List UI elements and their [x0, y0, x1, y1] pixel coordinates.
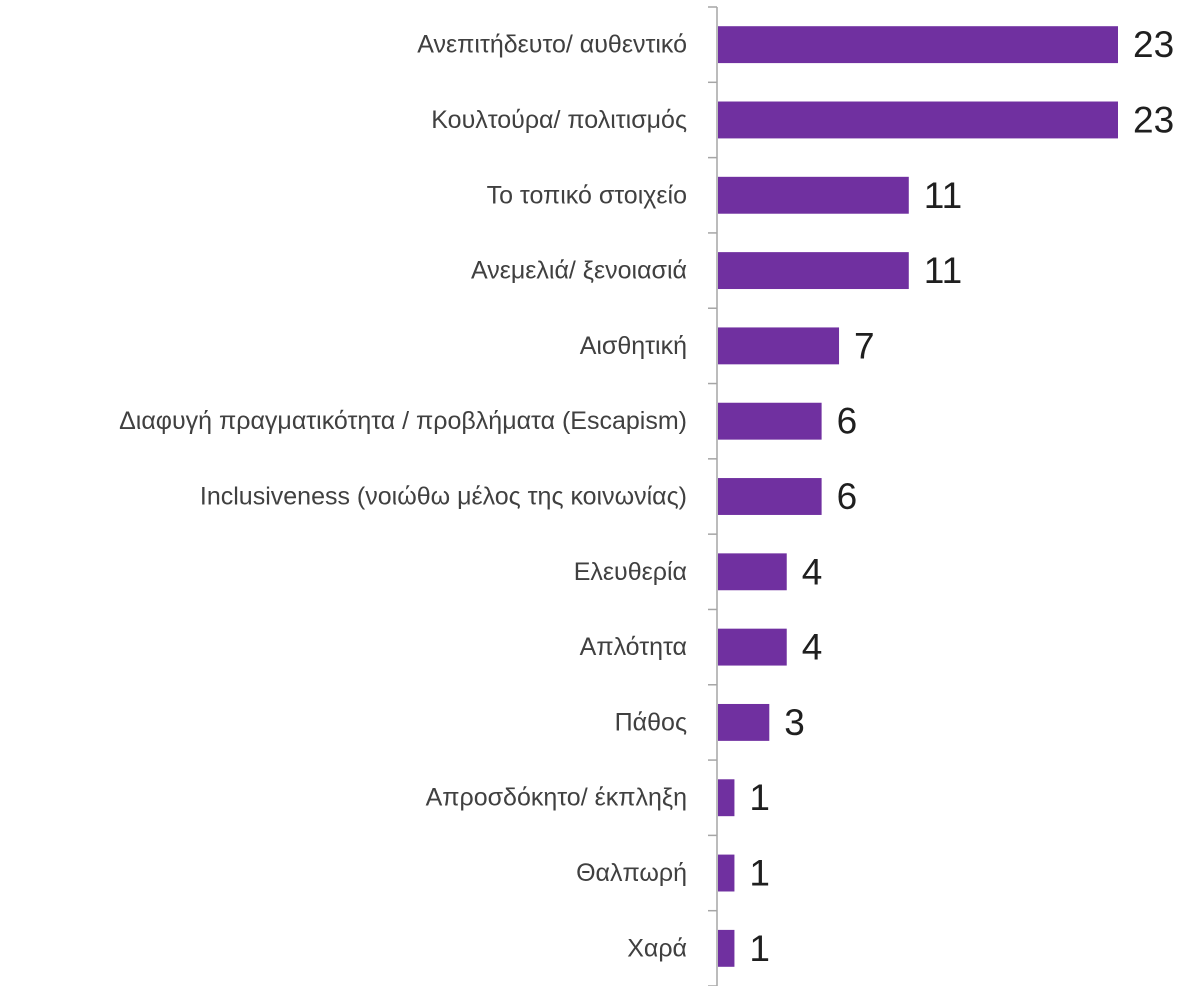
bar [718, 252, 909, 290]
category-label: Πάθος [615, 708, 687, 736]
bar [718, 478, 822, 515]
bar [718, 854, 735, 892]
category-label: Θαλπωρή [576, 859, 687, 887]
value-label: 1 [749, 853, 770, 894]
category-label: Αισθητική [580, 332, 687, 360]
bar [718, 176, 909, 214]
value-label: 6 [837, 476, 858, 517]
value-label: 3 [784, 702, 805, 743]
category-label: Ανεπιτήδευτο/ αυθεντικό [417, 31, 687, 59]
bar [718, 628, 787, 666]
category-label: Διαφυγή πραγματικότητα / προβλήματα (Esc… [119, 407, 687, 435]
bar [718, 327, 840, 365]
bar [718, 402, 822, 440]
category-label: Χαρά [627, 934, 687, 962]
value-label: 7 [854, 325, 875, 366]
bar [718, 553, 787, 591]
value-label: 6 [837, 401, 858, 442]
value-label: 4 [802, 627, 823, 668]
axis-ticks [708, 6, 717, 986]
bar [718, 929, 735, 967]
category-label: Απλότητα [580, 633, 687, 661]
value-label: 4 [802, 551, 823, 592]
bars-group [718, 26, 1118, 967]
category-labels-group: Ανεπιτήδευτο/ αυθεντικό Κουλτούρα/ πολιτι… [119, 31, 687, 963]
bar [718, 26, 1118, 64]
category-label: Ελευθερία [574, 558, 687, 586]
category-label: Ανεμελιά/ ξενοιασιά [471, 257, 687, 285]
value-label: 23 [1133, 24, 1174, 65]
category-label: Απροσδόκητο/ έκπληξη [426, 784, 687, 812]
value-label: 11 [924, 250, 962, 291]
bar [718, 703, 770, 741]
value-label: 11 [924, 175, 962, 216]
bar [718, 101, 1118, 139]
value-label: 23 [1133, 99, 1174, 140]
category-label: Κουλτούρα/ πολιτισμός [431, 106, 687, 134]
value-label: 1 [749, 928, 770, 969]
value-label: 1 [749, 777, 770, 818]
bar [718, 779, 735, 817]
category-label: Inclusiveness (νοιώθω μέλος της κοινωνία… [200, 483, 687, 511]
category-label: Το τοπικό στοιχείο [487, 181, 687, 209]
